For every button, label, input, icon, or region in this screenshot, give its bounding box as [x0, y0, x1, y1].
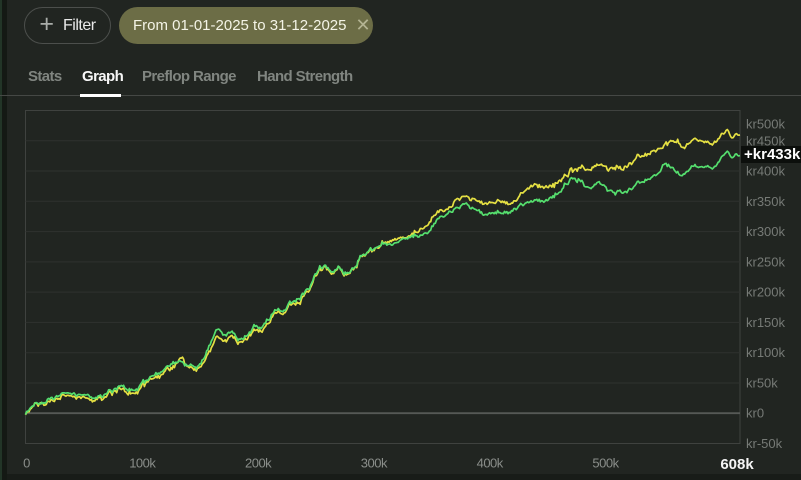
svg-text:100k: 100k	[129, 456, 156, 471]
svg-text:kr50k: kr50k	[746, 376, 778, 391]
svg-text:kr100k: kr100k	[746, 345, 786, 360]
svg-text:500k: 500k	[592, 456, 619, 471]
svg-text:kr0: kr0	[746, 406, 764, 421]
svg-text:0: 0	[23, 456, 30, 471]
svg-text:kr150k: kr150k	[746, 315, 786, 330]
svg-text:kr350k: kr350k	[746, 194, 786, 209]
svg-text:kr500k: kr500k	[746, 117, 786, 132]
svg-text:kr400k: kr400k	[746, 164, 786, 179]
svg-text:400k: 400k	[477, 456, 504, 471]
svg-text:kr200k: kr200k	[746, 285, 786, 300]
svg-text:kr300k: kr300k	[746, 224, 786, 239]
svg-text:200k: 200k	[245, 456, 272, 471]
svg-text:kr450k: kr450k	[746, 133, 786, 148]
svg-text:kr-50k: kr-50k	[746, 436, 783, 451]
svg-text:300k: 300k	[361, 456, 388, 471]
svg-text:kr250k: kr250k	[746, 254, 786, 269]
